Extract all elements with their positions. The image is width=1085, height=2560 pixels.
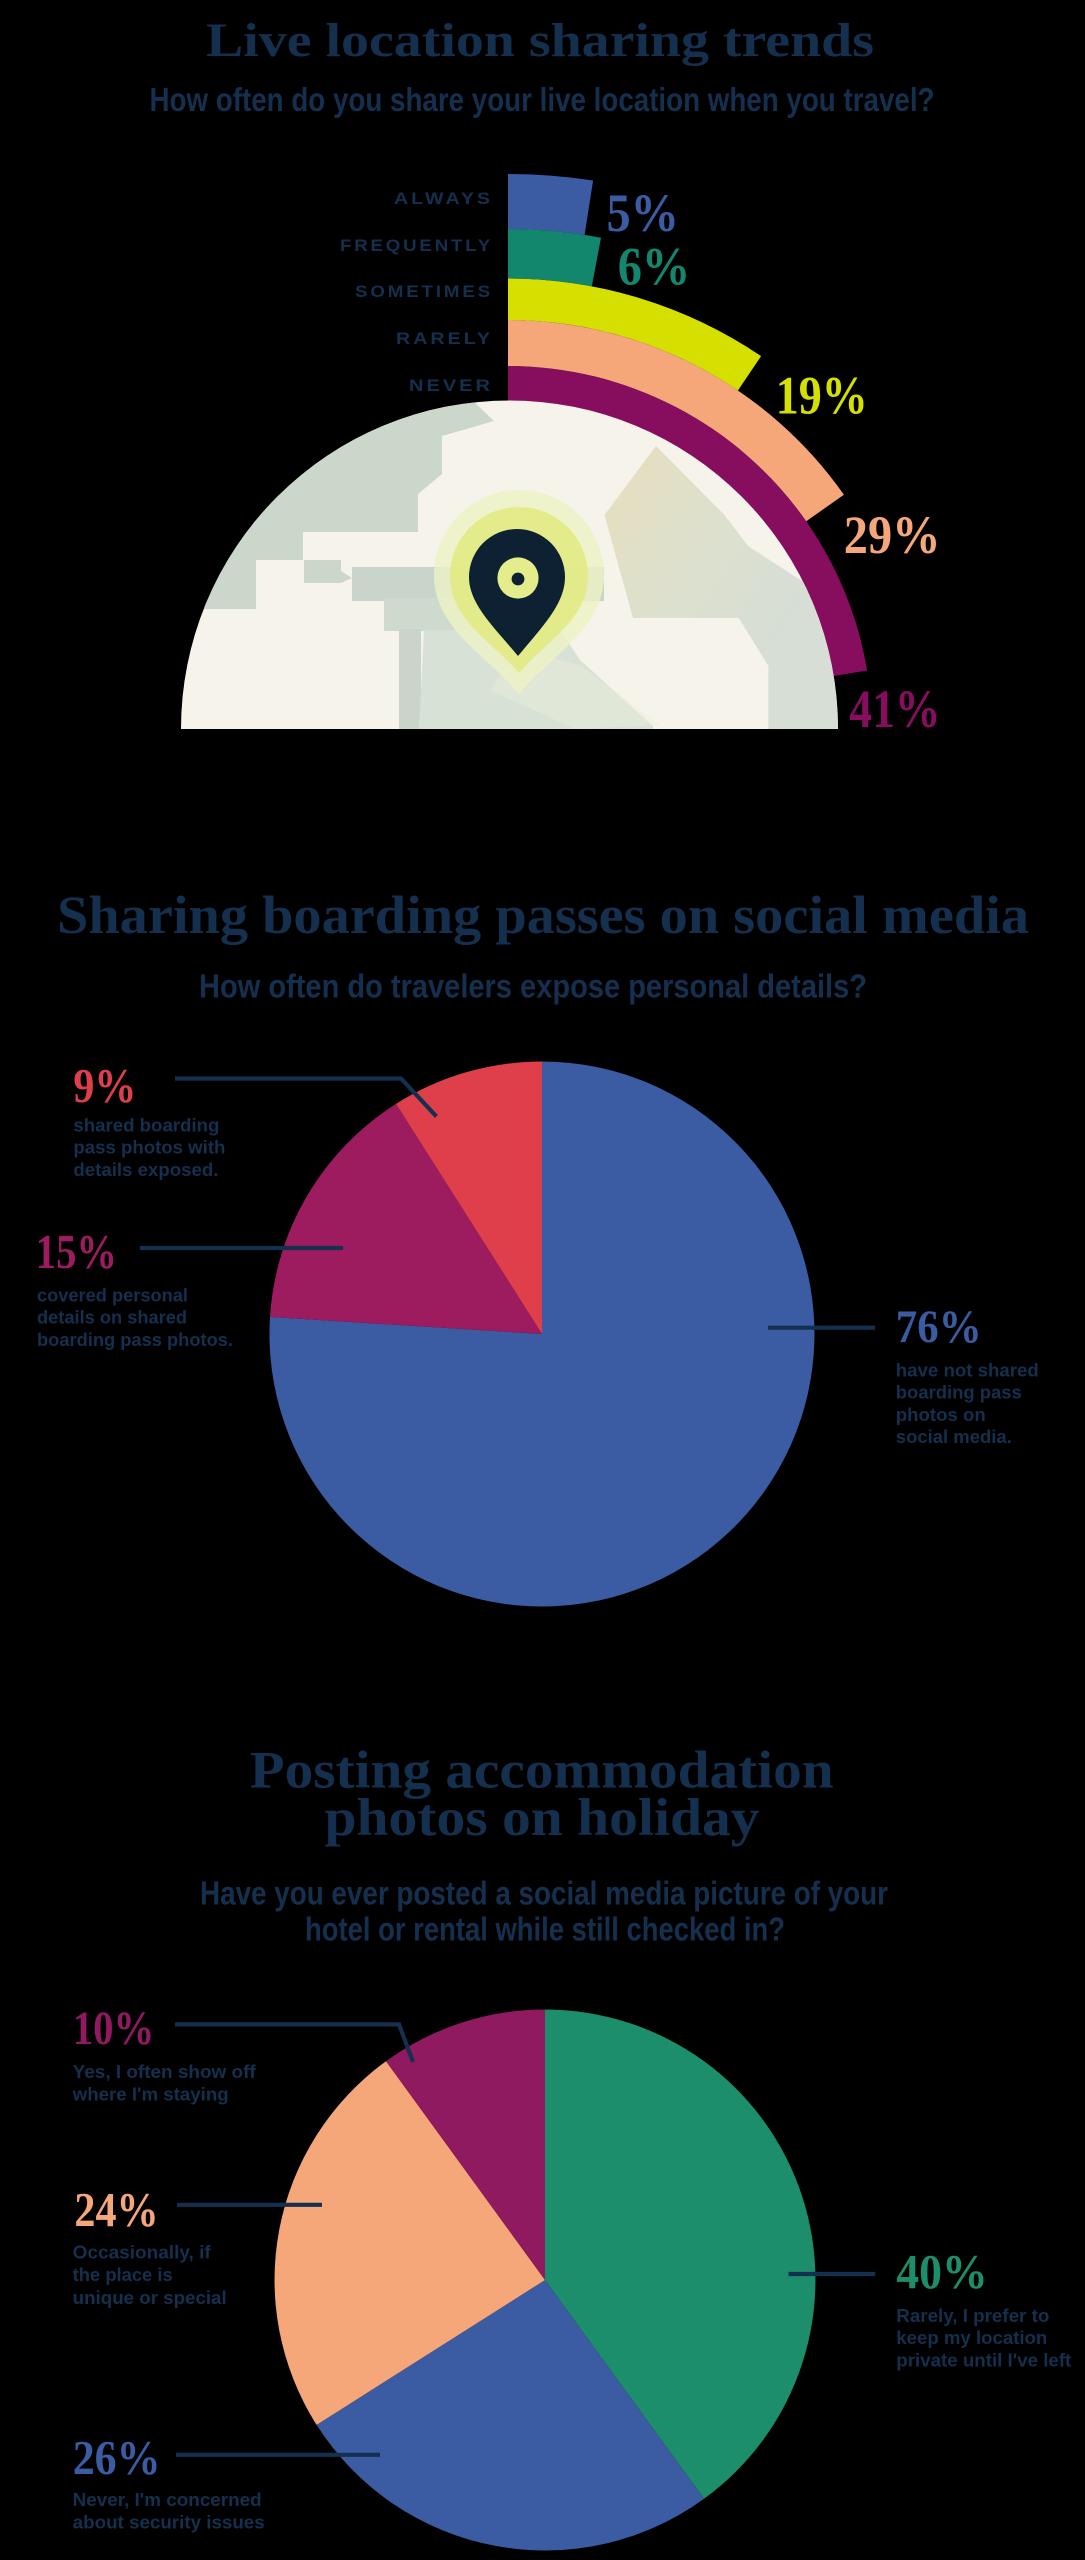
svg-text:Live location sharing trends: Live location sharing trends <box>206 14 874 67</box>
svg-text:unique or special: unique or special <box>73 2288 227 2308</box>
svg-text:40%: 40% <box>896 2244 987 2299</box>
svg-text:social media.: social media. <box>896 1427 1012 1447</box>
svg-text:10%: 10% <box>73 2002 155 2055</box>
svg-text:about security issues: about security issues <box>73 2512 265 2532</box>
svg-text:the place is: the place is <box>73 2265 173 2285</box>
svg-text:76%: 76% <box>896 1301 982 1353</box>
svg-text:Never, I'm concerned: Never, I'm concerned <box>73 2490 262 2510</box>
svg-text:RARELY: RARELY <box>396 330 493 348</box>
svg-text:shared boarding: shared boarding <box>73 1116 219 1136</box>
svg-text:How often do you share your li: How often do you share your live locatio… <box>150 81 935 118</box>
svg-text:keep my location: keep my location <box>896 2328 1047 2348</box>
svg-text:41%: 41% <box>849 679 940 739</box>
svg-text:have not shared: have not shared <box>896 1361 1039 1381</box>
svg-text:Occasionally, if: Occasionally, if <box>73 2242 212 2262</box>
svg-text:details on shared: details on shared <box>37 1308 187 1328</box>
svg-text:FREQUENTLY: FREQUENTLY <box>340 237 493 255</box>
svg-text:covered personal: covered personal <box>37 1286 188 1306</box>
svg-text:details exposed.: details exposed. <box>73 1160 218 1180</box>
svg-text:5%: 5% <box>607 183 680 243</box>
svg-text:where I'm staying: where I'm staying <box>72 2084 229 2104</box>
svg-text:15%: 15% <box>36 1224 117 1279</box>
svg-text:26%: 26% <box>73 2430 161 2485</box>
svg-text:Posting accommodation: Posting accommodation <box>250 1742 834 1800</box>
svg-text:9%: 9% <box>73 1058 136 1113</box>
svg-text:NEVER: NEVER <box>409 377 493 395</box>
svg-text:How often do travelers expose: How often do travelers expose personal d… <box>199 968 867 1005</box>
svg-text:boarding pass photos.: boarding pass photos. <box>37 1330 233 1350</box>
svg-text:24%: 24% <box>74 2182 158 2237</box>
svg-text:6%: 6% <box>618 237 691 297</box>
svg-text:SOMETIMES: SOMETIMES <box>355 283 493 301</box>
svg-text:pass photos with: pass photos with <box>73 1138 225 1158</box>
svg-text:Have you ever posted a social: Have you ever posted a social media pict… <box>200 1875 888 1912</box>
svg-text:private until I've left: private until I've left <box>896 2351 1071 2371</box>
svg-text:Yes, I often show off: Yes, I often show off <box>73 2062 257 2082</box>
svg-text:hotel or rental while still ch: hotel or rental while still checked in? <box>305 1910 785 1947</box>
svg-text:29%: 29% <box>844 505 941 565</box>
svg-text:ALWAYS: ALWAYS <box>394 190 493 208</box>
svg-text:photos on holiday: photos on holiday <box>325 1789 760 1847</box>
svg-text:Sharing boarding passes on soc: Sharing boarding passes on social media <box>57 885 1029 945</box>
svg-text:boarding pass: boarding pass <box>896 1383 1022 1403</box>
svg-text:Rarely, I prefer to: Rarely, I prefer to <box>896 2306 1049 2326</box>
svg-text:photos on: photos on <box>896 1405 986 1425</box>
svg-text:19%: 19% <box>776 366 868 426</box>
